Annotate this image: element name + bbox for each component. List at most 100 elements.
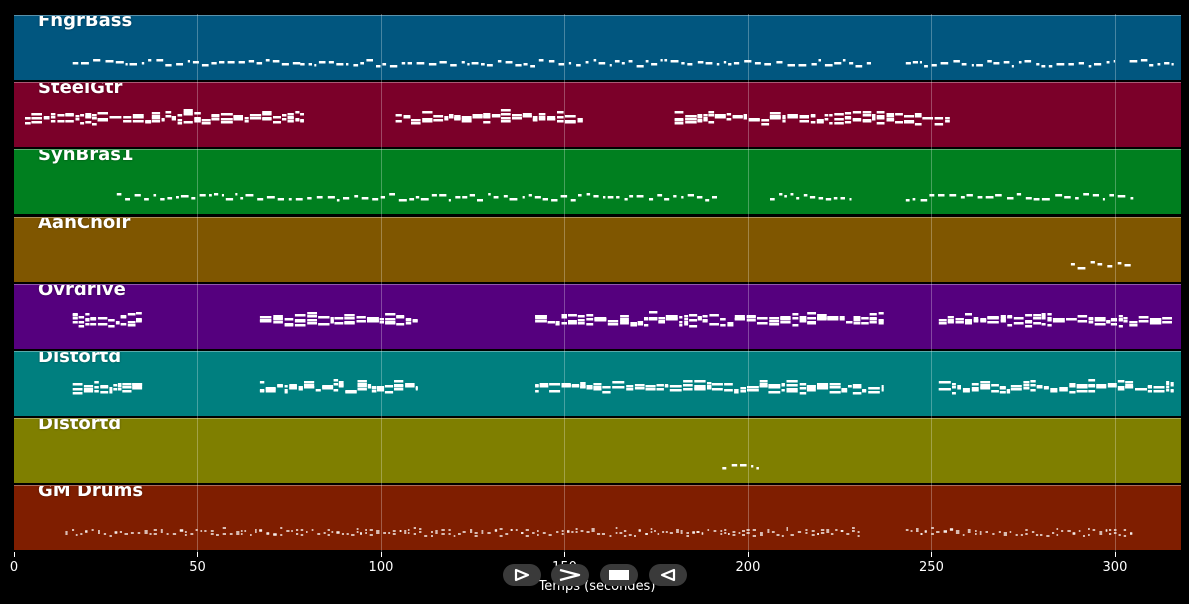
note	[300, 63, 305, 66]
note	[433, 119, 444, 122]
note	[895, 113, 903, 116]
track-name: Distortd	[38, 351, 122, 367]
note	[818, 59, 821, 62]
note	[985, 531, 988, 534]
note	[341, 533, 344, 536]
note	[665, 314, 678, 318]
note	[249, 114, 262, 117]
note	[630, 323, 637, 327]
note	[826, 531, 830, 534]
note	[786, 380, 798, 383]
note	[738, 532, 741, 535]
note	[724, 532, 727, 535]
note	[449, 114, 454, 117]
note	[420, 198, 429, 201]
note	[225, 198, 234, 201]
note	[748, 119, 760, 122]
tick-mark	[1114, 552, 1116, 557]
note	[1061, 530, 1064, 533]
back-button[interactable]	[649, 564, 687, 586]
note	[757, 321, 768, 325]
note	[734, 317, 745, 321]
note	[914, 113, 922, 116]
note	[453, 535, 456, 538]
note	[233, 118, 243, 121]
note	[1052, 319, 1065, 323]
note	[973, 319, 979, 323]
note	[1090, 260, 1095, 264]
note	[113, 384, 118, 387]
note	[770, 198, 775, 201]
note-segment	[535, 310, 884, 328]
note	[607, 322, 619, 326]
forward-button[interactable]	[551, 564, 589, 586]
note	[322, 387, 334, 390]
note	[781, 383, 785, 386]
note	[669, 389, 682, 392]
note	[840, 530, 844, 533]
note	[697, 114, 703, 117]
note	[938, 321, 947, 325]
note	[816, 119, 824, 122]
note	[1078, 62, 1084, 65]
note	[637, 322, 644, 326]
note	[413, 533, 416, 536]
note	[786, 388, 798, 391]
play-button[interactable]	[503, 564, 541, 586]
note	[747, 386, 759, 389]
note	[156, 59, 164, 62]
note	[697, 317, 702, 321]
note	[1047, 312, 1052, 316]
note	[1106, 61, 1110, 64]
note	[1125, 386, 1134, 389]
note	[716, 63, 720, 66]
track-lane: GM Drums	[14, 485, 1181, 551]
note	[580, 386, 586, 389]
note	[876, 115, 885, 118]
note	[686, 535, 689, 538]
note	[846, 533, 850, 536]
note	[853, 316, 861, 320]
note	[786, 390, 798, 393]
note	[379, 320, 384, 324]
note	[1129, 320, 1138, 324]
note	[705, 199, 710, 202]
note	[100, 391, 109, 394]
note	[853, 321, 861, 325]
note	[435, 530, 438, 533]
note	[1033, 321, 1042, 325]
note	[817, 383, 829, 386]
note	[265, 59, 270, 62]
note	[1170, 384, 1174, 387]
note	[612, 381, 625, 384]
note	[1048, 65, 1053, 68]
note	[444, 116, 449, 119]
note	[119, 531, 122, 534]
note	[731, 464, 738, 467]
stop-button[interactable]	[600, 564, 638, 586]
note	[103, 533, 107, 536]
note	[548, 534, 552, 537]
track-lane: FngrBass	[14, 15, 1181, 80]
note	[1107, 385, 1117, 388]
note	[557, 111, 564, 114]
note	[461, 120, 472, 123]
note	[296, 529, 299, 532]
note	[1153, 390, 1165, 393]
note	[167, 197, 173, 200]
note-segment	[722, 464, 759, 470]
note	[965, 318, 972, 322]
triangle-left-outline-icon	[660, 568, 676, 582]
note	[534, 196, 541, 199]
note	[1117, 386, 1125, 389]
note	[120, 322, 127, 326]
note	[904, 115, 915, 118]
note	[697, 116, 703, 119]
note	[620, 321, 629, 325]
note	[683, 384, 693, 387]
note	[805, 529, 808, 532]
note	[211, 62, 217, 65]
note	[705, 62, 713, 65]
note	[371, 390, 377, 393]
note	[1070, 262, 1075, 266]
